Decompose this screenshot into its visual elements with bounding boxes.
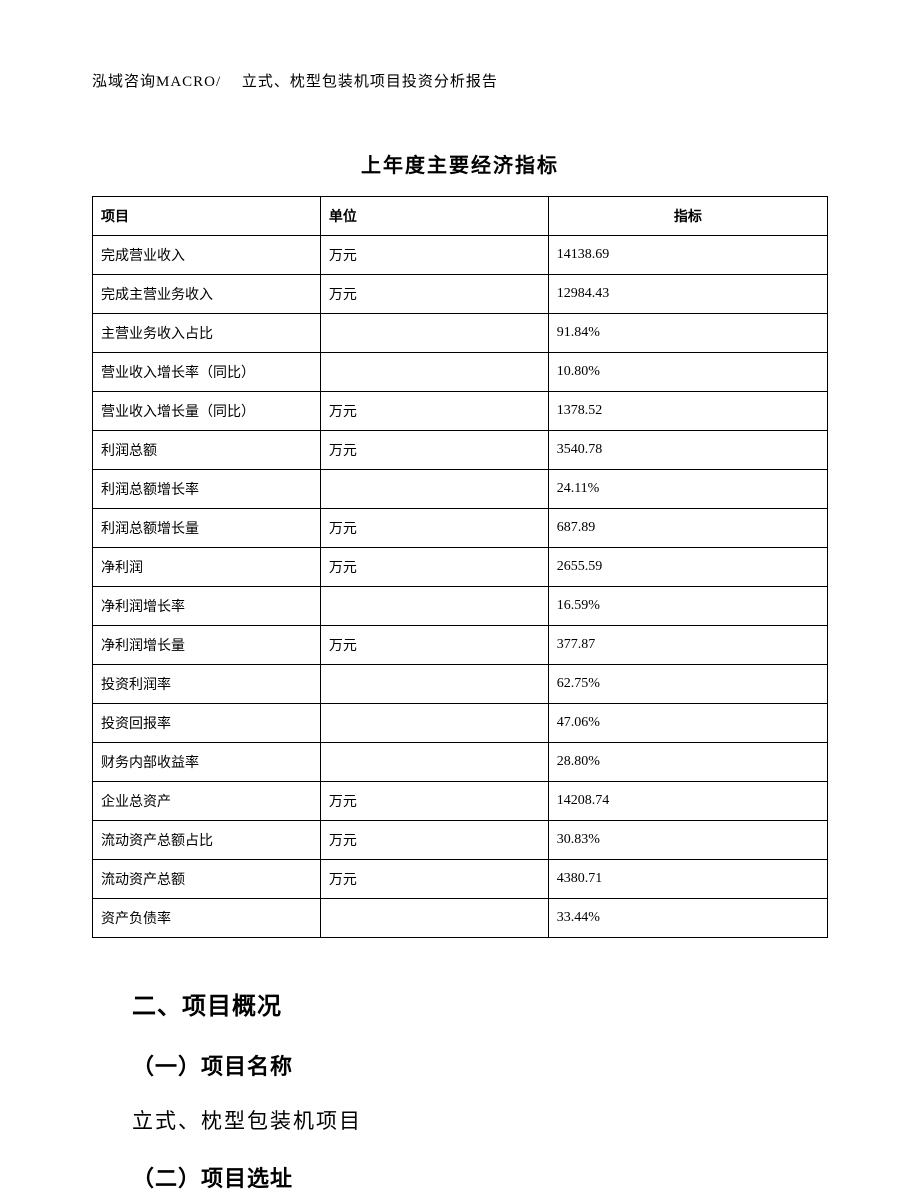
page: 泓域咨询MACRO/ 立式、枕型包装机项目投资分析报告 上年度主要经济指标 项目… (0, 0, 920, 1191)
cell-metric: 10.80% (548, 353, 827, 392)
cell-unit: 万元 (320, 275, 548, 314)
table-row: 完成主营业务收入万元12984.43 (93, 275, 828, 314)
cell-metric: 12984.43 (548, 275, 827, 314)
cell-item: 投资利润率 (93, 665, 321, 704)
cell-metric: 3540.78 (548, 431, 827, 470)
cell-item: 净利润 (93, 548, 321, 587)
cell-metric: 14138.69 (548, 236, 827, 275)
cell-unit (320, 899, 548, 938)
cell-metric: 377.87 (548, 626, 827, 665)
cell-metric: 62.75% (548, 665, 827, 704)
cell-metric: 14208.74 (548, 782, 827, 821)
cell-unit: 万元 (320, 782, 548, 821)
cell-unit: 万元 (320, 860, 548, 899)
col-header-item: 项目 (93, 197, 321, 236)
cell-item: 利润总额增长量 (93, 509, 321, 548)
heading-project-overview: 二、项目概况 (132, 986, 828, 1021)
cell-metric: 28.80% (548, 743, 827, 782)
table-title: 上年度主要经济指标 (92, 149, 828, 178)
cell-unit (320, 587, 548, 626)
cell-item: 利润总额 (93, 431, 321, 470)
cell-item: 净利润增长率 (93, 587, 321, 626)
table-row: 净利润增长量万元377.87 (93, 626, 828, 665)
cell-item: 企业总资产 (93, 782, 321, 821)
table-row: 净利润万元2655.59 (93, 548, 828, 587)
col-header-unit: 单位 (320, 197, 548, 236)
table-row: 利润总额增长量万元687.89 (93, 509, 828, 548)
cell-metric: 1378.52 (548, 392, 827, 431)
table-body: 完成营业收入万元14138.69完成主营业务收入万元12984.43主营业务收入… (93, 236, 828, 938)
table-row: 投资利润率 62.75% (93, 665, 828, 704)
cell-unit: 万元 (320, 548, 548, 587)
cell-item: 完成主营业务收入 (93, 275, 321, 314)
cell-item: 财务内部收益率 (93, 743, 321, 782)
project-name-text: 立式、枕型包装机项目 (132, 1105, 828, 1135)
cell-unit (320, 665, 548, 704)
cell-metric: 47.06% (548, 704, 827, 743)
table-row: 利润总额增长率 24.11% (93, 470, 828, 509)
table-row: 营业收入增长率（同比） 10.80% (93, 353, 828, 392)
cell-unit: 万元 (320, 431, 548, 470)
cell-metric: 2655.59 (548, 548, 827, 587)
col-header-metric: 指标 (548, 197, 827, 236)
page-header: 泓域咨询MACRO/ 立式、枕型包装机项目投资分析报告 (92, 70, 828, 91)
cell-item: 营业收入增长量（同比） (93, 392, 321, 431)
table-row: 流动资产总额占比万元30.83% (93, 821, 828, 860)
cell-item: 投资回报率 (93, 704, 321, 743)
cell-unit: 万元 (320, 509, 548, 548)
economic-indicators-table: 项目 单位 指标 完成营业收入万元14138.69完成主营业务收入万元12984… (92, 196, 828, 938)
cell-metric: 4380.71 (548, 860, 827, 899)
table-row: 净利润增长率 16.59% (93, 587, 828, 626)
table-row: 主营业务收入占比 91.84% (93, 314, 828, 353)
cell-unit (320, 353, 548, 392)
section-project-overview: 二、项目概况 （一）项目名称 立式、枕型包装机项目 （二）项目选址 (92, 986, 828, 1193)
cell-metric: 33.44% (548, 899, 827, 938)
cell-metric: 30.83% (548, 821, 827, 860)
cell-item: 营业收入增长率（同比） (93, 353, 321, 392)
cell-item: 流动资产总额 (93, 860, 321, 899)
cell-unit: 万元 (320, 392, 548, 431)
cell-unit (320, 470, 548, 509)
table-row: 流动资产总额万元4380.71 (93, 860, 828, 899)
table-row: 资产负债率 33.44% (93, 899, 828, 938)
cell-unit: 万元 (320, 626, 548, 665)
cell-item: 资产负债率 (93, 899, 321, 938)
table-row: 投资回报率 47.06% (93, 704, 828, 743)
table-row: 企业总资产万元14208.74 (93, 782, 828, 821)
cell-item: 流动资产总额占比 (93, 821, 321, 860)
table-row: 完成营业收入万元14138.69 (93, 236, 828, 275)
cell-unit: 万元 (320, 821, 548, 860)
table-row: 利润总额万元3540.78 (93, 431, 828, 470)
cell-unit: 万元 (320, 236, 548, 275)
subheading-project-name: （一）项目名称 (132, 1049, 828, 1081)
cell-item: 利润总额增长率 (93, 470, 321, 509)
table-row: 营业收入增长量（同比）万元1378.52 (93, 392, 828, 431)
table-row: 财务内部收益率 28.80% (93, 743, 828, 782)
cell-unit (320, 704, 548, 743)
cell-metric: 24.11% (548, 470, 827, 509)
cell-metric: 16.59% (548, 587, 827, 626)
cell-metric: 91.84% (548, 314, 827, 353)
cell-metric: 687.89 (548, 509, 827, 548)
cell-unit (320, 314, 548, 353)
subheading-project-location: （二）项目选址 (132, 1161, 828, 1193)
cell-item: 主营业务收入占比 (93, 314, 321, 353)
cell-item: 完成营业收入 (93, 236, 321, 275)
cell-unit (320, 743, 548, 782)
cell-item: 净利润增长量 (93, 626, 321, 665)
table-header-row: 项目 单位 指标 (93, 197, 828, 236)
